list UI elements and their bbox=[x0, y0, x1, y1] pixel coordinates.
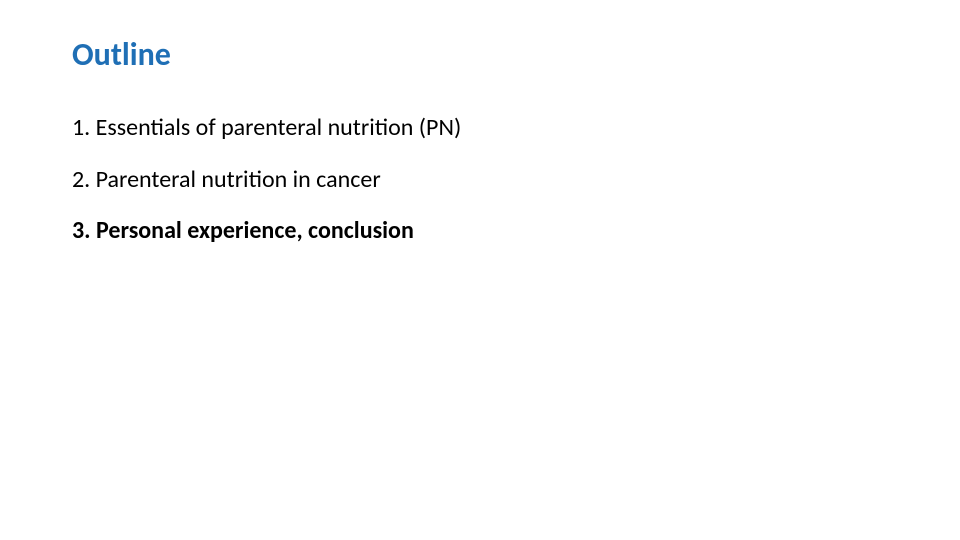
outline-item-3: 3. Personal experience, conclusion bbox=[72, 215, 888, 246]
outline-list: 1. Essentials of parenteral nutrition (P… bbox=[72, 112, 888, 246]
slide-title: Outline bbox=[72, 36, 888, 74]
outline-item-1: 1. Essentials of parenteral nutrition (P… bbox=[72, 112, 888, 143]
slide-container: Outline 1. Essentials of parenteral nutr… bbox=[0, 0, 960, 540]
outline-item-2: 2. Parenteral nutrition in cancer bbox=[72, 164, 888, 195]
